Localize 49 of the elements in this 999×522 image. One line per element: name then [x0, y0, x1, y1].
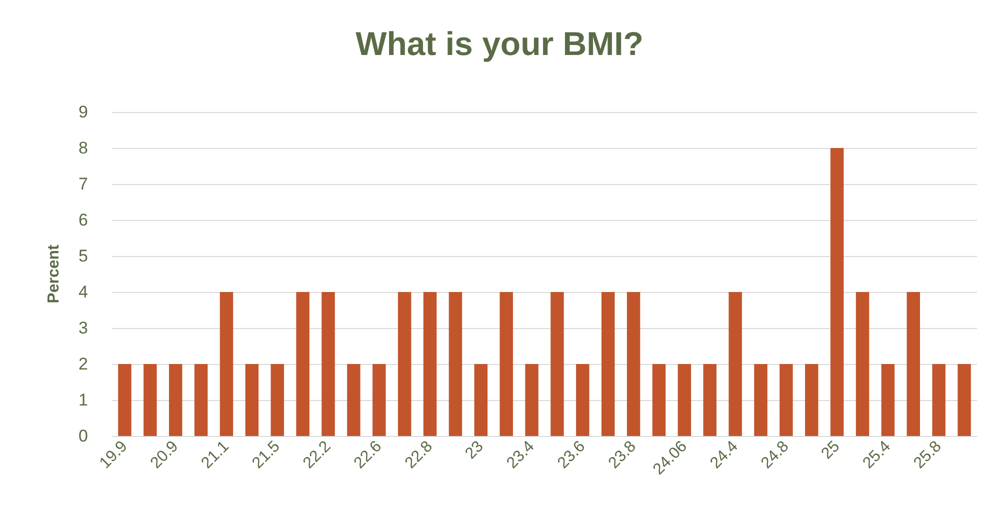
bar [118, 364, 132, 436]
bar [856, 292, 870, 436]
bar [728, 292, 742, 436]
y-tick-label: 9 [78, 102, 88, 122]
bar [474, 364, 488, 436]
bar [347, 364, 360, 436]
bar [194, 364, 208, 436]
y-tick-label: 3 [78, 318, 88, 338]
bar [754, 364, 768, 436]
y-tick-label: 4 [78, 282, 88, 302]
bar [525, 364, 538, 436]
bar [296, 292, 310, 436]
y-tick-label: 5 [78, 246, 88, 266]
y-tick-label: 6 [78, 210, 88, 230]
bar [398, 292, 412, 436]
bar [805, 364, 818, 436]
bar [958, 364, 971, 436]
bar [678, 364, 692, 436]
bar [550, 292, 564, 436]
bar [576, 364, 590, 436]
bar [168, 364, 182, 436]
bar [500, 292, 513, 436]
y-axis-title: Percent [46, 244, 62, 304]
bar [423, 292, 437, 436]
bar [144, 364, 157, 436]
bar [270, 364, 284, 436]
y-tick-label: 8 [78, 138, 88, 158]
x-tick-label: 21.1 [198, 438, 233, 472]
bar [372, 364, 386, 436]
y-tick-label: 1 [78, 390, 88, 410]
bar [881, 364, 895, 436]
bar [601, 292, 615, 436]
bar [626, 292, 640, 436]
y-tick-label: 0 [78, 426, 88, 446]
bar [322, 292, 335, 436]
bar [703, 364, 716, 436]
bar [830, 148, 844, 436]
x-tick-label: 23 [462, 438, 487, 463]
bar [220, 292, 234, 436]
y-tick-label: 2 [78, 354, 88, 374]
bar [906, 292, 920, 436]
bar [780, 364, 793, 436]
bar [245, 364, 259, 436]
y-tick-label: 7 [78, 174, 88, 194]
bar [448, 292, 462, 436]
chart-title: What is your BMI? [356, 25, 644, 62]
x-tick-label: 25 [818, 438, 844, 463]
bar [932, 364, 946, 436]
bar [652, 364, 666, 436]
